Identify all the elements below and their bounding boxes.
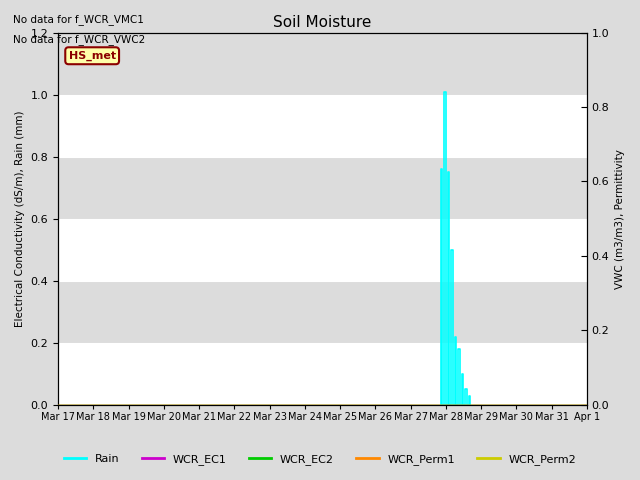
- Title: Soil Moisture: Soil Moisture: [273, 15, 372, 30]
- Y-axis label: VWC (m3/m3), Permittivity: VWC (m3/m3), Permittivity: [615, 149, 625, 288]
- Bar: [58, 156, 587, 219]
- Text: No data for f_WCR_VWC2: No data for f_WCR_VWC2: [13, 34, 145, 45]
- Text: No data for f_WCR_VMC1: No data for f_WCR_VMC1: [13, 14, 143, 25]
- Bar: [58, 343, 587, 405]
- Bar: [58, 281, 587, 343]
- Bar: [58, 95, 587, 156]
- Text: HS_met: HS_met: [68, 50, 116, 61]
- Bar: [58, 219, 587, 281]
- Y-axis label: Electrical Conductivity (dS/m), Rain (mm): Electrical Conductivity (dS/m), Rain (mm…: [15, 110, 25, 327]
- Bar: [58, 33, 587, 95]
- Legend: Rain, WCR_EC1, WCR_EC2, WCR_Perm1, WCR_Perm2: Rain, WCR_EC1, WCR_EC2, WCR_Perm1, WCR_P…: [60, 450, 580, 469]
